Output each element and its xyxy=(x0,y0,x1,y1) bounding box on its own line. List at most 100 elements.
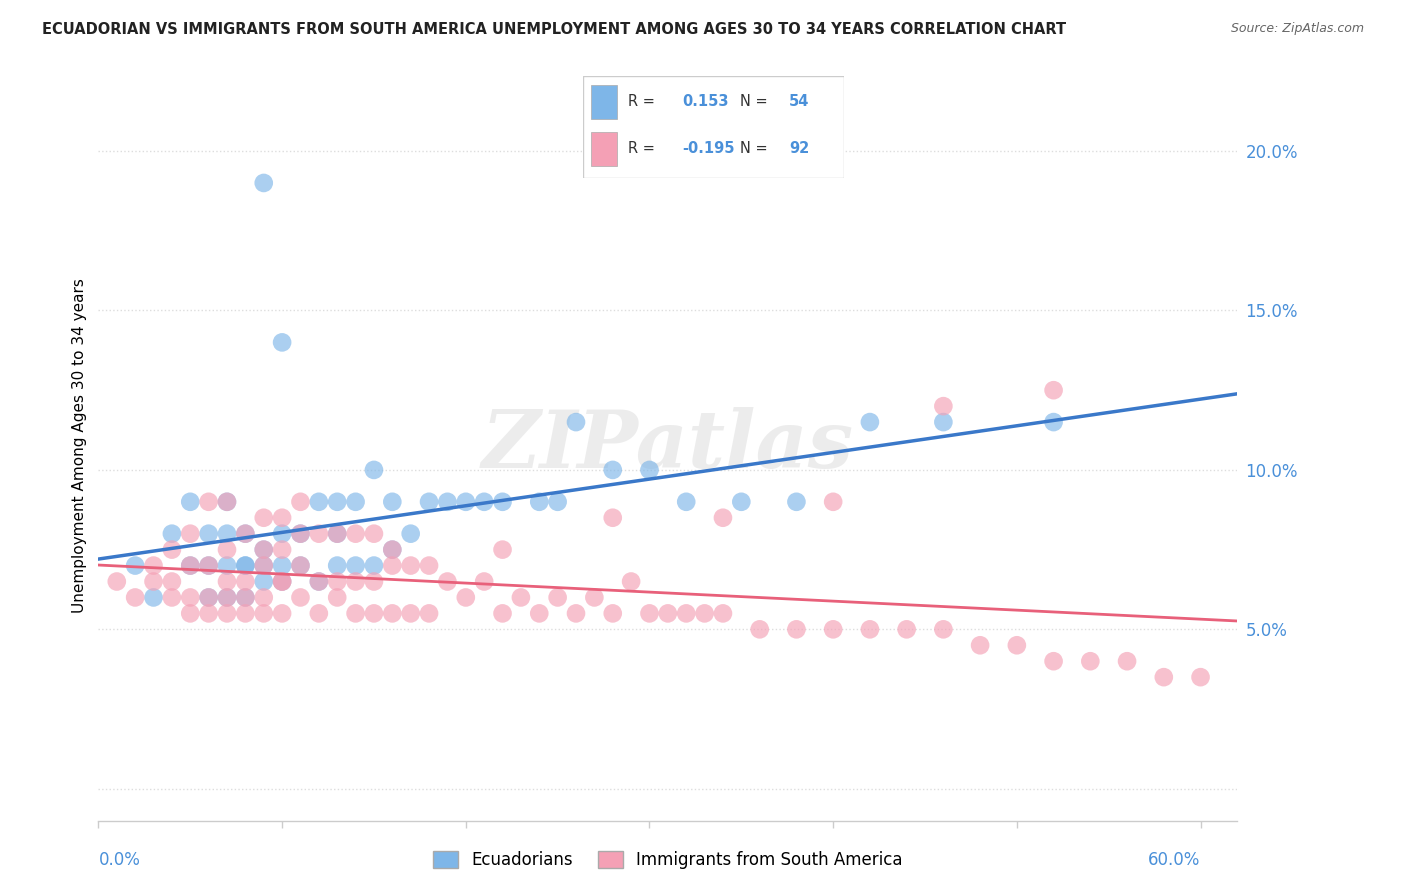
Point xyxy=(235,591,257,605)
Text: 54: 54 xyxy=(789,95,810,110)
Point xyxy=(197,558,219,573)
Point xyxy=(418,607,440,621)
Point xyxy=(711,510,734,524)
Point xyxy=(271,574,294,589)
Point xyxy=(290,591,312,605)
Point xyxy=(271,526,294,541)
Point xyxy=(124,591,146,605)
Point xyxy=(454,591,477,605)
Point xyxy=(160,526,183,541)
Point xyxy=(308,574,330,589)
Point xyxy=(253,574,276,589)
Point xyxy=(491,495,513,509)
Point xyxy=(1189,670,1212,684)
Point xyxy=(344,495,367,509)
Point xyxy=(179,558,201,573)
Text: 0.153: 0.153 xyxy=(682,95,728,110)
Text: ECUADORIAN VS IMMIGRANTS FROM SOUTH AMERICA UNEMPLOYMENT AMONG AGES 30 TO 34 YEA: ECUADORIAN VS IMMIGRANTS FROM SOUTH AMER… xyxy=(42,22,1066,37)
Point xyxy=(418,558,440,573)
FancyBboxPatch shape xyxy=(583,76,844,178)
Point xyxy=(491,542,513,557)
Point xyxy=(308,495,330,509)
Point xyxy=(344,526,367,541)
Point xyxy=(1042,383,1064,397)
Point xyxy=(399,607,422,621)
Point xyxy=(308,526,330,541)
Point xyxy=(823,623,845,637)
Point xyxy=(602,463,624,477)
Point xyxy=(969,638,991,652)
Point xyxy=(381,607,404,621)
Point xyxy=(235,591,257,605)
Point xyxy=(179,607,201,621)
Point xyxy=(932,415,955,429)
Point xyxy=(215,542,238,557)
Point xyxy=(308,574,330,589)
Point xyxy=(235,526,257,541)
Point xyxy=(583,591,606,605)
Point xyxy=(271,607,294,621)
Point xyxy=(179,591,201,605)
Point xyxy=(1042,415,1064,429)
Point xyxy=(638,463,661,477)
Point xyxy=(472,574,495,589)
Point xyxy=(215,591,238,605)
Point xyxy=(215,574,238,589)
Point xyxy=(179,558,201,573)
Point xyxy=(657,607,679,621)
Point xyxy=(565,415,588,429)
Point xyxy=(308,607,330,621)
Point xyxy=(638,607,661,621)
Point xyxy=(197,591,219,605)
Point xyxy=(932,623,955,637)
Point xyxy=(381,495,404,509)
Point xyxy=(235,558,257,573)
Point xyxy=(124,558,146,573)
Point xyxy=(235,558,257,573)
Point xyxy=(179,495,201,509)
Text: ZIPatlas: ZIPatlas xyxy=(482,408,853,484)
Point xyxy=(381,542,404,557)
Point xyxy=(160,574,183,589)
Point xyxy=(565,607,588,621)
Point xyxy=(344,574,367,589)
Point xyxy=(326,495,349,509)
Point xyxy=(271,574,294,589)
Point xyxy=(675,607,697,621)
Point xyxy=(253,510,276,524)
Point xyxy=(142,558,165,573)
Point xyxy=(290,526,312,541)
Point xyxy=(253,558,276,573)
Point xyxy=(326,591,349,605)
Point xyxy=(253,591,276,605)
Point xyxy=(1042,654,1064,668)
Point xyxy=(399,526,422,541)
Point xyxy=(235,574,257,589)
Point xyxy=(105,574,128,589)
Point xyxy=(326,558,349,573)
Point xyxy=(491,607,513,621)
Point xyxy=(363,574,385,589)
Point xyxy=(160,591,183,605)
Point xyxy=(363,526,385,541)
Point xyxy=(381,558,404,573)
Point xyxy=(859,623,882,637)
Text: -0.195: -0.195 xyxy=(682,141,735,155)
Point xyxy=(436,574,458,589)
Point xyxy=(290,558,312,573)
Text: 60.0%: 60.0% xyxy=(1149,851,1201,869)
Point xyxy=(730,495,752,509)
Point xyxy=(399,558,422,573)
Text: Source: ZipAtlas.com: Source: ZipAtlas.com xyxy=(1230,22,1364,36)
Point xyxy=(363,607,385,621)
Point xyxy=(326,574,349,589)
Point xyxy=(271,510,294,524)
Text: 92: 92 xyxy=(789,141,810,155)
Point xyxy=(748,623,770,637)
Point xyxy=(363,463,385,477)
Point xyxy=(215,607,238,621)
Point xyxy=(785,623,807,637)
Point xyxy=(693,607,716,621)
Point xyxy=(859,415,882,429)
Point xyxy=(290,526,312,541)
